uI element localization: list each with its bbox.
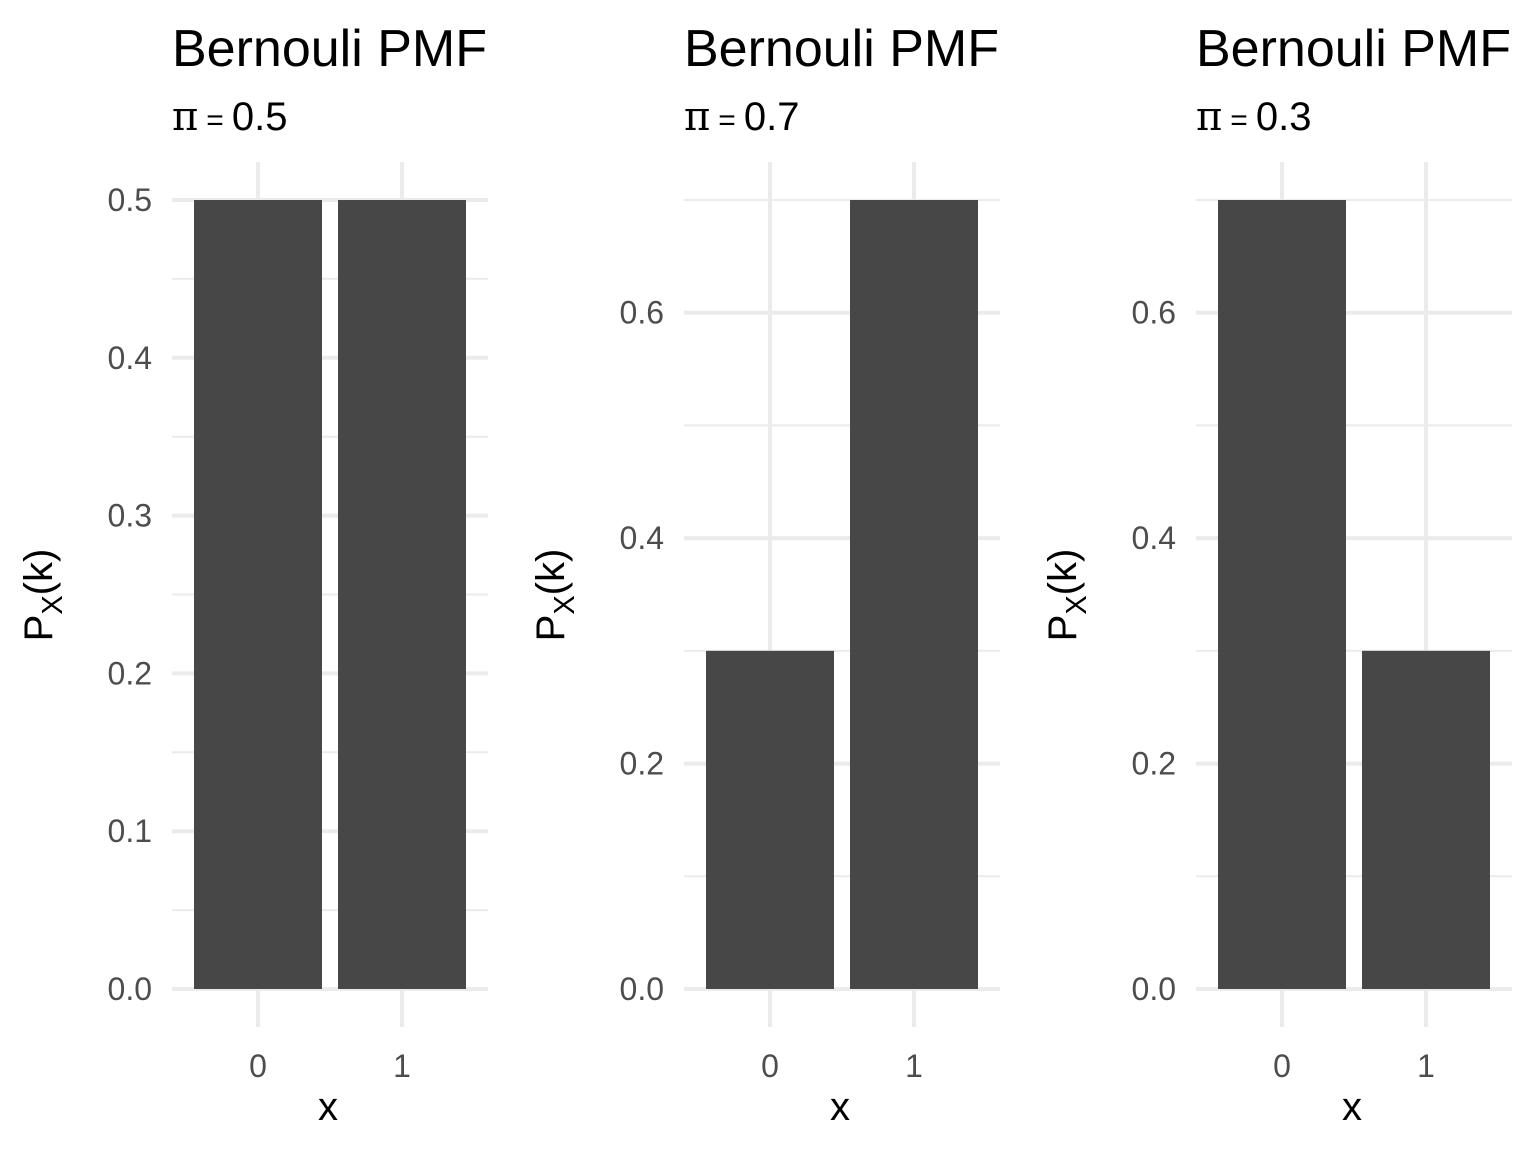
subtitle-equals: = (718, 104, 736, 137)
x-tick-label: 1 (905, 1048, 923, 1084)
y-axis-title-rest: (k) (529, 549, 573, 596)
panel-1: 0.0 0.1 0.2 0.3 0.4 0.5 0 1 x PX(k) Bernouli PMF π =… (17, 20, 488, 1129)
subtitle-value: 0.3 (1256, 95, 1312, 139)
y-axis-title: PX(k) (17, 549, 69, 642)
y-tick-label: 0.1 (108, 813, 152, 849)
subtitle-equals: = (1230, 104, 1248, 137)
y-tick-label: 0.6 (1132, 295, 1176, 331)
chart-title: Bernouli PMF (684, 20, 999, 78)
chart-subtitle: π = 0.5 (172, 94, 287, 140)
panel-3: 0.0 0.2 0.4 0.6 0 1 x PX(k) Bernouli PMF π = 0.3 (1041, 20, 1512, 1129)
chart-subtitle: π = 0.3 (1196, 94, 1311, 140)
y-tick-label: 0.0 (108, 971, 152, 1007)
y-axis-title-main: P (1041, 615, 1085, 642)
y-axis-title-rest: (k) (17, 549, 61, 596)
y-tick-label: 0.4 (108, 340, 152, 376)
y-tick-label: 0.2 (620, 746, 664, 782)
y-axis-title: PX(k) (529, 549, 581, 642)
subtitle-value: 0.5 (232, 95, 288, 139)
subtitle-symbol: π (684, 94, 710, 140)
bar-0 (1218, 200, 1346, 989)
y-tick-label: 0.2 (1132, 746, 1176, 782)
x-tick-label: 0 (249, 1048, 267, 1084)
chart-subtitle: π = 0.7 (684, 94, 799, 140)
y-tick-label: 0.0 (620, 971, 664, 1007)
chart-title: Bernouli PMF (172, 20, 487, 78)
y-axis-title-sub: X (549, 595, 581, 614)
y-axis-title-main: P (17, 615, 61, 642)
x-axis-title: x (318, 1085, 338, 1129)
y-tick-label: 0.0 (1132, 971, 1176, 1007)
subtitle-symbol: π (172, 94, 198, 140)
y-tick-label: 0.2 (108, 655, 152, 691)
y-axis-title-sub: X (37, 595, 69, 614)
bar-1 (1362, 650, 1490, 989)
bar-0 (706, 650, 834, 989)
panel-2: 0.0 0.2 0.4 0.6 0 1 x PX(k) Bernouli PMF π = 0.7 (529, 20, 1000, 1129)
y-tick-label: 0.5 (108, 182, 152, 218)
bar-0 (194, 200, 322, 989)
bar-1 (338, 200, 466, 989)
x-axis-title: x (830, 1085, 850, 1129)
x-tick-label: 0 (761, 1048, 779, 1084)
y-tick-label: 0.3 (108, 498, 152, 534)
chart-title: Bernouli PMF (1196, 20, 1511, 78)
y-tick-label: 0.6 (620, 295, 664, 331)
y-axis-title-sub: X (1061, 595, 1093, 614)
subtitle-equals: = (206, 104, 224, 137)
x-tick-label: 1 (1417, 1048, 1435, 1084)
subtitle-value: 0.7 (744, 95, 800, 139)
x-tick-label: 1 (393, 1048, 411, 1084)
y-tick-label: 0.4 (620, 520, 664, 556)
y-axis-title-main: P (529, 615, 573, 642)
y-tick-label: 0.4 (1132, 520, 1176, 556)
x-tick-label: 0 (1273, 1048, 1291, 1084)
y-axis-title-rest: (k) (1041, 549, 1085, 596)
y-axis-title: PX(k) (1041, 549, 1093, 642)
bar-1 (850, 200, 978, 989)
subtitle-symbol: π (1196, 94, 1222, 140)
x-axis-title: x (1342, 1085, 1362, 1129)
